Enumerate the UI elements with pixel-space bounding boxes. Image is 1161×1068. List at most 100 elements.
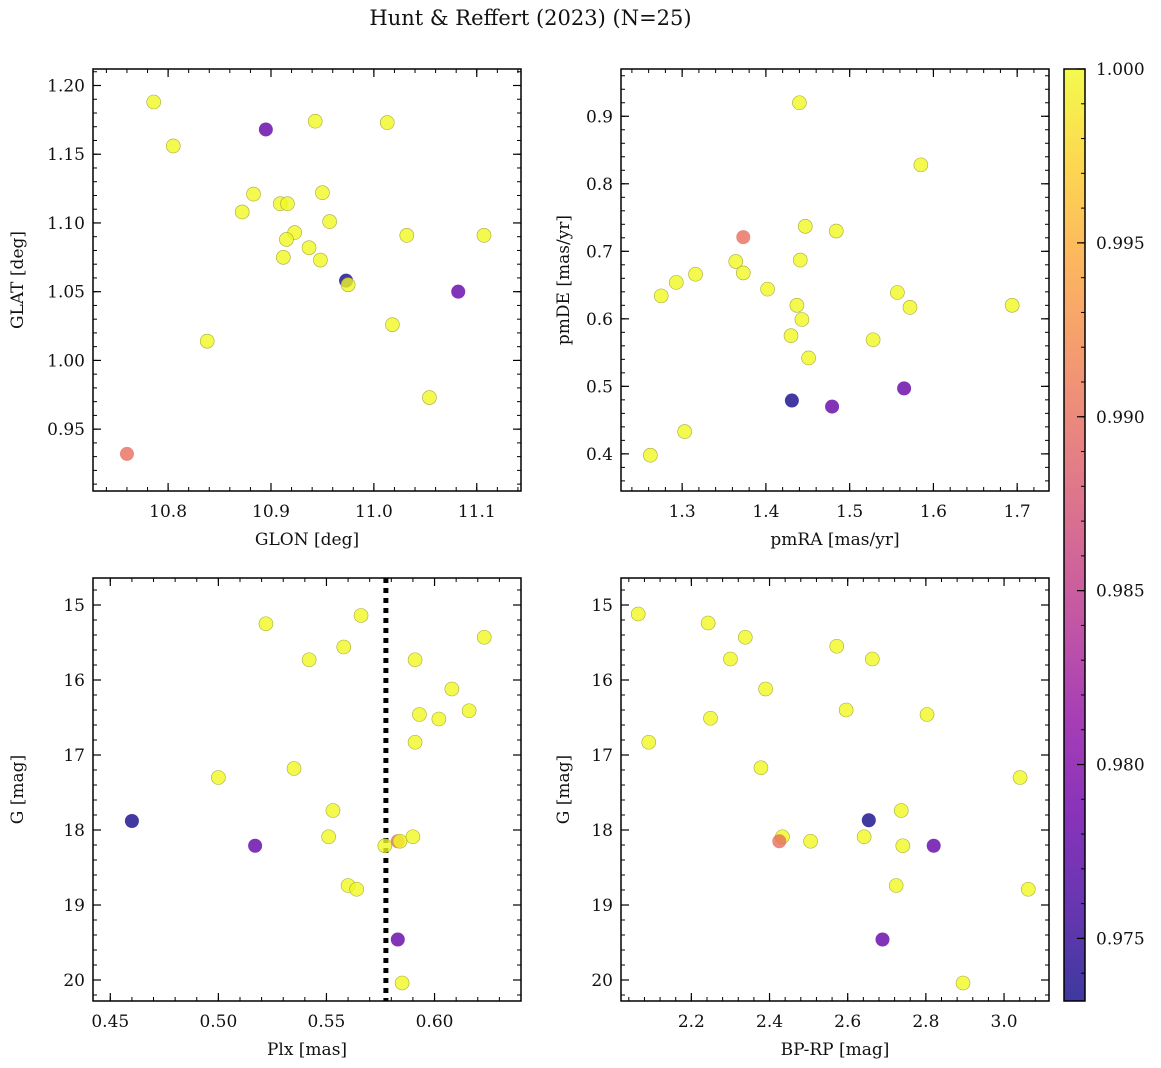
colorbar-tick-label: 0.975 (1096, 929, 1145, 949)
y-axis-label: pmDE [mas/yr] (554, 215, 574, 345)
scatter-point (888, 878, 904, 893)
panel-plx-g: 0.45 0.50 0.55 0.60 15 16 17 18 19 20 Plx [mas] G [… (8, 577, 522, 1060)
scatter-point (248, 838, 263, 853)
scatter-point (902, 300, 918, 315)
y-tick-label: 17 (63, 746, 85, 766)
x-tick-label: 11.1 (458, 502, 496, 522)
scatter-point (919, 707, 935, 722)
y-tick-label: 19 (591, 896, 613, 916)
axes-frame (620, 68, 1050, 492)
scatter-point (703, 710, 718, 726)
scatter-point (803, 833, 818, 849)
y-tick-label: 0.5 (586, 377, 613, 397)
scatter-point (630, 606, 646, 622)
x-tick-label: 2.8 (912, 1012, 939, 1032)
scatter-point (829, 638, 845, 654)
y-tick-label: 1.20 (47, 76, 85, 96)
scatter-point (1020, 881, 1036, 897)
scatter-point (211, 770, 226, 785)
scatter-point (422, 390, 437, 405)
scatter-point (124, 814, 139, 828)
colorbar-frame (1063, 68, 1086, 1002)
x-tick-label: 0.50 (199, 1012, 237, 1032)
scatter-point (861, 813, 876, 828)
scatter-point (394, 975, 410, 991)
scatter-point (405, 829, 421, 845)
scatter-point (234, 204, 250, 220)
scatter-point (280, 196, 295, 212)
x-axis-label: BP-RP [mag] (781, 1040, 890, 1060)
scatter-point (412, 707, 427, 722)
scatter-point (801, 350, 816, 366)
scatter-point (315, 185, 330, 201)
panel-glon-glat: 10.8 10.9 11.0 11.1 0.95 1.00 1.05 1.10 1.15 1.20… (8, 68, 522, 550)
scatter-point (307, 113, 323, 129)
y-tick-label: 0.9 (586, 107, 613, 127)
scatter-point (955, 975, 971, 991)
scatter-point (276, 250, 291, 265)
scatter-point (737, 629, 753, 645)
scatter-point (792, 252, 808, 268)
scatter-point (784, 393, 799, 408)
x-tick-label: 1.3 (669, 502, 696, 522)
scatter-point (794, 312, 810, 327)
x-axis-label: GLON [deg] (255, 530, 359, 550)
scatter-point (758, 681, 773, 697)
x-tick-label: 0.55 (308, 1012, 346, 1032)
y-tick-label: 1.10 (47, 214, 85, 234)
y-tick-label: 16 (63, 671, 85, 691)
scatter-point (789, 298, 805, 313)
scatter-point (476, 228, 492, 243)
scatter-point (783, 328, 799, 344)
x-tick-label: 1.5 (836, 502, 863, 522)
scatter-point (286, 761, 302, 776)
y-tick-label: 15 (63, 596, 85, 616)
scatter-point (700, 615, 716, 631)
y-tick-label: 0.7 (586, 242, 613, 262)
scatter-point (353, 608, 369, 623)
scatter-point (385, 317, 400, 332)
scatter-point (301, 240, 317, 255)
x-tick-label: 2.4 (756, 1012, 783, 1032)
scatter-point (444, 681, 460, 697)
x-tick-label: 10.8 (149, 502, 187, 522)
scatter-point (736, 230, 751, 245)
scatter-point (399, 228, 415, 243)
scatter-point (476, 629, 492, 645)
scatter-point (875, 932, 890, 947)
scatter-point (897, 381, 912, 396)
scatter-point (893, 803, 909, 818)
scatter-point (688, 266, 703, 282)
scatter-point (119, 446, 134, 461)
scatter-point (258, 122, 273, 137)
y-axis-label: G [mag] (554, 755, 574, 824)
y-tick-label: 1.05 (47, 283, 85, 303)
scatter-point (653, 288, 669, 304)
scatter-point (336, 639, 352, 655)
scatter-point (279, 232, 294, 247)
colorbar: 0.975 0.980 0.985 0.990 0.995 1.000 (1063, 60, 1145, 1002)
panel-bprp-g: 2.2 2.4 2.6 2.8 3.0 15 16 17 18 19 20 BP-RP [mag] G … (554, 577, 1050, 1060)
y-tick-label: 19 (63, 896, 85, 916)
scatter-point (760, 281, 775, 297)
scatter-point (865, 651, 880, 667)
x-tick-label: 1.6 (920, 502, 947, 522)
axes-frame (620, 577, 1050, 1002)
scatter-point (390, 932, 405, 947)
axes-frame (92, 577, 522, 1002)
scatter-point (377, 838, 393, 854)
scatter-point (461, 703, 477, 719)
scatter-point (856, 829, 872, 845)
panel-pmra-pmde: 1.3 1.4 1.5 1.6 1.7 0.4 0.5 0.6 0.7 0.8 0.9 pmRA [m… (554, 68, 1050, 550)
scatter-point (325, 803, 341, 818)
y-tick-label: 0.8 (586, 175, 613, 195)
x-tick-label: 3.0 (991, 1012, 1018, 1032)
y-tick-label: 20 (591, 971, 613, 991)
scatter-point (913, 157, 929, 173)
scatter-point (340, 277, 356, 293)
scatter-point (641, 734, 657, 750)
scatter-point (431, 711, 447, 727)
x-axis-label: pmRA [mas/yr] (770, 530, 899, 550)
scatter-point (258, 616, 274, 632)
